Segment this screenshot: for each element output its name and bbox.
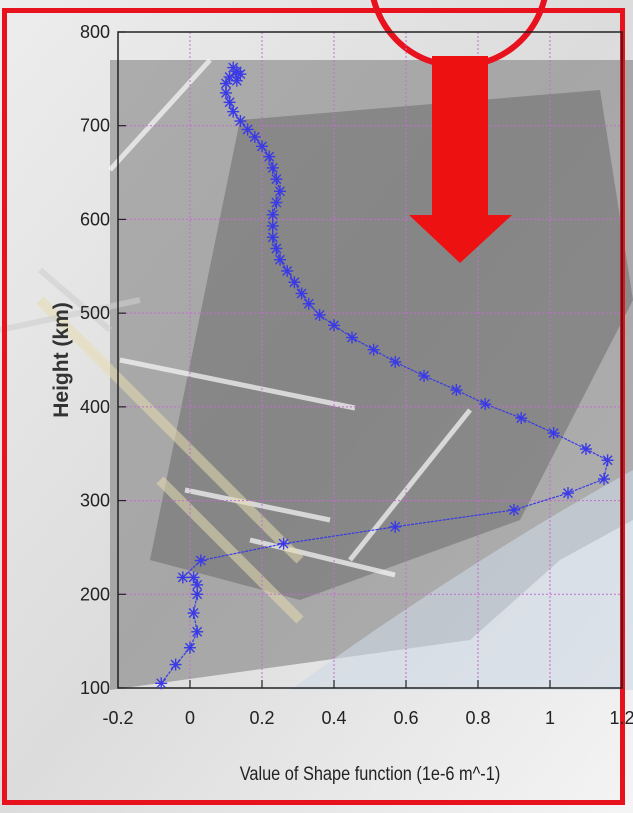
data-point-marker	[227, 61, 240, 74]
data-point-marker	[194, 554, 207, 567]
y-tick-label: 800	[80, 22, 110, 42]
data-point-marker	[266, 219, 279, 232]
data-point-marker	[313, 309, 326, 322]
data-point-marker	[479, 398, 492, 411]
plot-area-border	[117, 31, 623, 689]
data-point-marker	[277, 537, 290, 550]
x-tick-label: 0.2	[249, 708, 274, 728]
axis-ticks: -0.2 0 0.2 0.4 0.6 0.8 1 1.2 100 200 300 400 500 600 7…	[80, 22, 633, 728]
y-tick-label: 500	[80, 303, 110, 323]
y-tick-label: 300	[80, 491, 110, 511]
data-point-marker	[266, 161, 279, 174]
data-point-marker	[263, 150, 276, 163]
x-tick-label: 0	[185, 708, 195, 728]
data-point-marker	[328, 319, 340, 332]
data-point-marker	[274, 185, 286, 198]
data-point-marker	[187, 607, 200, 620]
y-tick-label: 400	[80, 397, 110, 417]
x-axis-label: Value of Shape function (1e-6 m^-1)	[240, 763, 501, 784]
data-point-marker	[270, 173, 283, 186]
x-tick-label: 0.4	[321, 708, 346, 728]
x-tick-label: 1	[545, 708, 555, 728]
data-point-marker	[176, 571, 189, 584]
data-point-marker	[562, 487, 574, 500]
data-point-marker	[547, 427, 560, 440]
x-tick-label: -0.2	[102, 708, 133, 728]
x-tick-label: 1.2	[609, 708, 633, 728]
data-point-marker	[184, 641, 196, 654]
data-point-marker	[346, 331, 358, 344]
data-point-marker	[241, 123, 254, 136]
data-point-marker	[274, 253, 286, 266]
x-tick-label: 0.8	[465, 708, 490, 728]
data-point-marker	[281, 264, 294, 277]
y-tick-label: 600	[80, 209, 110, 229]
data-point-marker	[508, 503, 520, 516]
data-point-marker	[389, 355, 402, 368]
data-series	[155, 61, 614, 690]
data-point-marker	[515, 412, 528, 425]
x-tick-label: 0.6	[393, 708, 418, 728]
y-tick-label: 100	[80, 678, 110, 698]
data-point-marker	[270, 242, 283, 255]
data-point-marker	[227, 105, 240, 118]
data-point-marker	[187, 571, 200, 584]
y-axis-label: Height (km)	[50, 302, 73, 418]
y-tick-label: 700	[80, 116, 110, 136]
y-tick-label: 200	[80, 584, 110, 604]
data-point-marker	[223, 96, 236, 109]
chart-grid	[117, 31, 623, 689]
data-point-marker	[155, 677, 168, 690]
data-point-marker	[169, 658, 182, 671]
data-point-marker	[302, 297, 315, 310]
data-point-marker	[191, 625, 204, 638]
data-point-marker	[367, 343, 380, 356]
data-point-marker	[598, 473, 610, 486]
data-point-marker	[580, 443, 592, 456]
data-point-marker	[418, 369, 430, 382]
data-point-marker	[450, 383, 463, 396]
data-point-marker	[601, 454, 614, 467]
data-point-marker	[266, 208, 279, 221]
data-point-marker	[220, 86, 232, 99]
data-point-marker	[266, 231, 279, 244]
data-point-marker	[230, 74, 243, 87]
down-arrow-icon	[409, 56, 512, 263]
data-point-marker	[389, 520, 402, 533]
data-point-marker	[295, 287, 308, 300]
series-line	[160, 67, 609, 684]
data-point-marker	[288, 276, 301, 289]
data-point-marker	[256, 140, 268, 153]
data-point-marker	[270, 196, 283, 209]
data-point-marker	[234, 115, 247, 128]
